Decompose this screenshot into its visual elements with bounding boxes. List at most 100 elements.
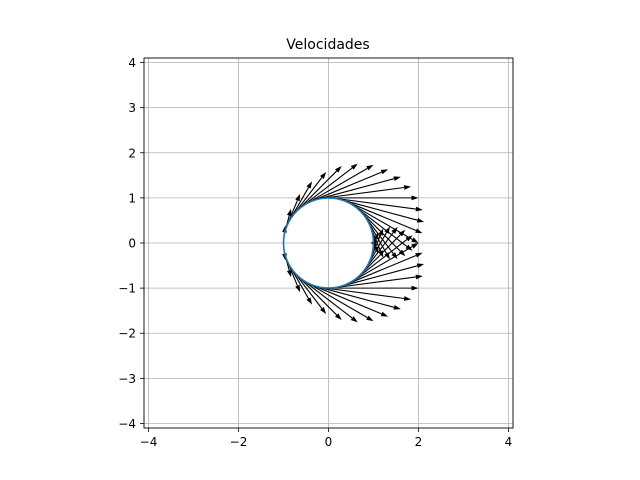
arrow-head: [366, 164, 374, 171]
velocity-arrow: [355, 206, 413, 251]
arrow-shaft: [316, 178, 395, 200]
velocity-arrow: [300, 278, 358, 323]
arrow-head: [393, 305, 401, 310]
velocity-arrow: [300, 163, 358, 208]
arrow-head: [295, 193, 301, 202]
velocity-arrow: [305, 281, 374, 322]
arrow-shaft: [334, 276, 416, 289]
arrow-shaft: [359, 210, 401, 252]
arrow-head: [403, 185, 412, 190]
arrow-head: [411, 243, 419, 249]
velocity-arrow: [340, 263, 425, 288]
arrow-shaft: [345, 200, 417, 232]
arrow-shaft: [334, 197, 416, 210]
velocity-arrow: [334, 274, 423, 289]
y-tick-label: −4: [118, 417, 136, 431]
arrow-head: [384, 226, 390, 234]
velocity-arrow: [296, 274, 342, 321]
arrow-head: [405, 244, 413, 251]
velocity-arrow: [311, 284, 389, 317]
arrow-head: [295, 284, 301, 293]
arrow-head: [415, 252, 423, 258]
arrow-head: [350, 316, 358, 323]
arrow-shaft: [305, 281, 368, 319]
arrow-head: [415, 274, 423, 280]
arrow-shaft: [322, 287, 405, 300]
arrow-shaft: [300, 278, 353, 319]
arrow-head: [393, 176, 401, 181]
arrow-head: [415, 228, 423, 234]
arrow-head: [378, 228, 384, 236]
x-tick-label: −2: [230, 435, 248, 449]
y-tick-label: 3: [128, 101, 136, 115]
y-tick-label: −3: [118, 372, 136, 386]
arrow-head: [415, 206, 423, 212]
arrow-head: [411, 195, 419, 201]
arrow-head: [403, 296, 412, 301]
arrow-head: [405, 235, 413, 242]
arrow-head: [416, 217, 425, 223]
x-axis-ticks: −4 −2 0 2 4: [140, 428, 513, 449]
velocity-arrow: [316, 176, 401, 200]
velocity-arrow: [340, 198, 425, 223]
y-tick-label: −1: [118, 282, 136, 296]
velocity-arrow: [305, 164, 374, 205]
velocity-arrow: [311, 169, 389, 202]
y-axis-ticks: −4 −3 −2 −1 0 1 2 3 4: [118, 56, 144, 431]
arrow-head: [306, 181, 313, 189]
velocity-arrow: [296, 165, 342, 212]
arrow-shaft: [296, 274, 338, 316]
arrow-head: [306, 297, 313, 305]
chart-title: Velocidades: [286, 37, 369, 53]
arrow-shaft: [355, 239, 408, 280]
arrow-head: [319, 307, 327, 315]
velocity-arrow: [355, 235, 413, 280]
velocity-arrow: [316, 286, 401, 310]
arrow-shaft: [322, 186, 405, 199]
arrow-head: [391, 252, 398, 260]
velocity-arrow: [322, 287, 412, 301]
arrow-head: [380, 169, 389, 175]
arrow-shaft: [355, 206, 408, 247]
arrow-head: [335, 165, 342, 173]
velocity-arrow: [322, 185, 412, 199]
arrow-shaft: [350, 246, 413, 283]
arrow-shaft: [311, 171, 382, 202]
y-tick-label: 2: [128, 146, 136, 160]
arrow-shaft: [296, 170, 338, 212]
arrow-head: [411, 285, 419, 291]
arrow-head: [366, 315, 374, 322]
arrow-shaft: [345, 254, 417, 286]
arrow-head: [373, 232, 379, 240]
velocity-arrow: [328, 195, 419, 201]
arrow-shaft: [359, 234, 401, 276]
y-tick-label: −2: [118, 327, 136, 341]
arrow-head: [391, 226, 398, 234]
velocity-arrow: [350, 243, 419, 283]
arrow-shaft: [340, 198, 418, 221]
y-tick-label: 1: [128, 191, 136, 205]
arrow-head: [335, 313, 342, 321]
arrow-head: [286, 208, 292, 217]
x-tick-label: 2: [415, 435, 423, 449]
arrow-shaft: [305, 167, 368, 205]
x-tick-label: −4: [140, 435, 158, 449]
y-tick-label: 4: [128, 56, 136, 70]
arrow-shaft: [316, 286, 395, 308]
velocity-arrow: [334, 197, 423, 212]
velocity-arrow: [345, 200, 423, 234]
velocity-arrow: [328, 285, 419, 291]
arrow-head: [319, 171, 327, 179]
arrow-head: [398, 229, 406, 237]
arrow-head: [350, 163, 358, 170]
y-tick-label: 0: [128, 237, 136, 251]
velocity-arrow: [345, 252, 423, 286]
arrow-head: [380, 311, 389, 317]
arrow-head: [286, 269, 292, 278]
velocity-arrow: [359, 229, 406, 276]
arrow-shaft: [340, 265, 418, 288]
x-tick-label: 4: [505, 435, 513, 449]
arrow-shaft: [300, 167, 353, 208]
x-tick-label: 0: [325, 435, 333, 449]
